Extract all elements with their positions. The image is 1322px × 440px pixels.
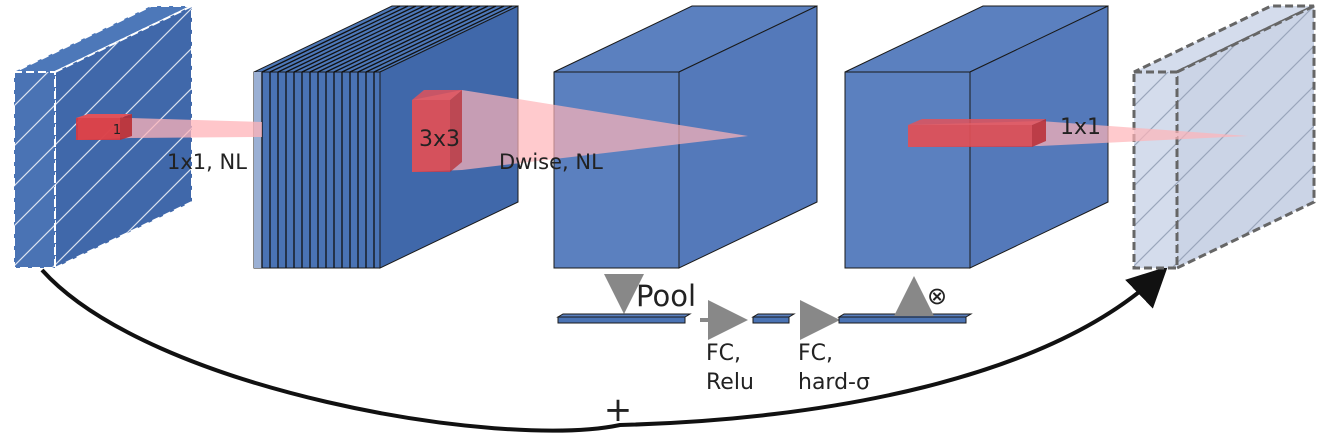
projection-conv-label: 1x1 xyxy=(1060,115,1101,140)
plus-icon: + xyxy=(604,390,633,430)
fc-relu-label-line2: Relu xyxy=(706,370,754,395)
depthwise-tensor-block xyxy=(553,5,818,269)
squeeze-vector xyxy=(751,313,796,324)
expansion-conv-label: 1x1, NL xyxy=(167,150,247,174)
residual-connection-arrow xyxy=(40,266,1168,433)
output-tensor-block xyxy=(1132,3,1316,271)
fc-relu-label-line1: FC, xyxy=(706,341,741,366)
channel-slices xyxy=(261,5,513,268)
kernel-1x1-input xyxy=(76,114,132,140)
kernel-3x3 xyxy=(412,90,462,172)
kernel-1x1-projection xyxy=(908,119,1046,147)
fc-hard-sigma-label-line1: FC, xyxy=(798,341,833,366)
squeeze-excite-branch: Pool ⊗ FC, Relu FC, hard-σ xyxy=(556,274,973,395)
fc-hard-sigma-label-line2: hard-σ xyxy=(798,370,870,395)
input-tensor-block xyxy=(13,4,193,270)
circle-times-icon: ⊗ xyxy=(927,282,947,310)
depthwise-kernel-label: 3x3 xyxy=(419,127,460,152)
projection-cone-2 xyxy=(412,90,748,172)
expansion-tensor-block xyxy=(253,5,519,269)
depthwise-conv-label: Dwise, NL xyxy=(499,150,603,174)
kernel-size-label: 1 xyxy=(113,123,121,138)
excite-vector xyxy=(837,313,973,324)
pool-label: Pool xyxy=(636,279,696,313)
pooled-vector xyxy=(556,313,692,324)
